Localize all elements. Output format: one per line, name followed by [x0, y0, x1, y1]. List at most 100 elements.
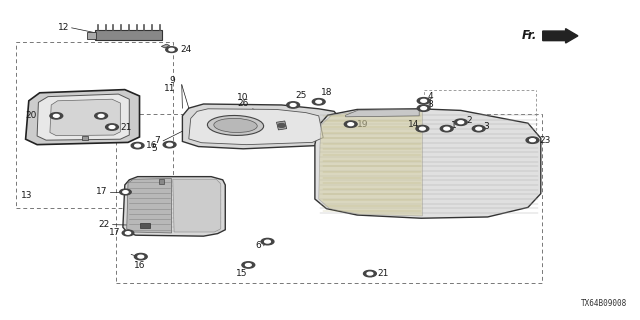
Circle shape [265, 240, 270, 243]
Circle shape [421, 107, 427, 109]
Text: 15: 15 [236, 269, 248, 278]
Circle shape [367, 272, 372, 275]
Circle shape [348, 123, 354, 126]
Circle shape [50, 113, 63, 119]
Text: 17: 17 [109, 228, 120, 237]
Circle shape [166, 47, 177, 52]
Circle shape [109, 126, 115, 129]
Polygon shape [82, 136, 88, 140]
Circle shape [138, 255, 144, 258]
Circle shape [287, 102, 300, 108]
Text: 2: 2 [466, 116, 472, 124]
Circle shape [167, 143, 173, 146]
Circle shape [444, 127, 449, 130]
Polygon shape [37, 94, 129, 140]
Circle shape [261, 238, 274, 245]
Text: 5: 5 [151, 144, 157, 153]
Bar [87, 32, 96, 39]
Polygon shape [123, 177, 225, 236]
Circle shape [135, 144, 141, 147]
Text: 21: 21 [120, 123, 132, 132]
Text: 18: 18 [321, 88, 333, 97]
Text: 6: 6 [255, 241, 261, 250]
Text: 24: 24 [180, 45, 192, 54]
Circle shape [420, 127, 426, 130]
Circle shape [278, 124, 285, 127]
Circle shape [316, 100, 322, 103]
Circle shape [526, 137, 539, 143]
Text: 8: 8 [428, 100, 433, 109]
Circle shape [169, 48, 174, 51]
Text: 25: 25 [296, 92, 307, 100]
Circle shape [440, 125, 453, 132]
Circle shape [530, 139, 536, 141]
Circle shape [134, 253, 147, 260]
Text: 7: 7 [154, 136, 160, 145]
Text: 17: 17 [96, 188, 108, 196]
Circle shape [246, 264, 252, 266]
Text: 20: 20 [26, 111, 37, 120]
Polygon shape [319, 111, 422, 216]
Polygon shape [173, 179, 221, 232]
Text: 23: 23 [539, 136, 550, 145]
Bar [140, 223, 150, 228]
Text: 1: 1 [451, 121, 457, 130]
Circle shape [131, 142, 144, 149]
Circle shape [421, 99, 427, 102]
Text: 21: 21 [109, 111, 120, 120]
Text: 11: 11 [164, 84, 175, 93]
Ellipse shape [207, 116, 264, 135]
Polygon shape [159, 179, 164, 184]
Text: 14: 14 [408, 120, 419, 129]
Bar [116, 114, 542, 283]
Text: 13: 13 [21, 191, 33, 200]
Circle shape [123, 191, 128, 193]
Circle shape [417, 98, 430, 104]
Text: 9: 9 [170, 76, 175, 85]
Polygon shape [26, 90, 140, 145]
Polygon shape [127, 179, 172, 233]
Text: 12: 12 [58, 23, 69, 32]
Circle shape [163, 141, 176, 148]
Circle shape [53, 115, 59, 117]
Circle shape [99, 115, 104, 117]
Text: 16: 16 [134, 261, 145, 270]
Polygon shape [189, 109, 323, 145]
Bar [95, 30, 162, 40]
Circle shape [106, 124, 118, 130]
Circle shape [417, 105, 430, 111]
Polygon shape [315, 109, 541, 218]
Circle shape [125, 232, 131, 234]
Circle shape [312, 99, 325, 105]
Polygon shape [543, 29, 578, 43]
Circle shape [122, 230, 134, 236]
Text: 26: 26 [237, 99, 249, 108]
Circle shape [416, 125, 429, 132]
Circle shape [364, 270, 376, 277]
Circle shape [476, 127, 482, 130]
Ellipse shape [214, 118, 257, 132]
Circle shape [95, 113, 108, 119]
Text: 19: 19 [357, 120, 369, 129]
Text: Fr.: Fr. [522, 29, 538, 42]
Circle shape [344, 121, 357, 127]
Polygon shape [346, 109, 419, 117]
Bar [16, 42, 173, 208]
Text: 4: 4 [428, 92, 433, 100]
Polygon shape [182, 104, 338, 149]
Polygon shape [276, 121, 287, 130]
Text: 21: 21 [378, 269, 389, 278]
Text: 16: 16 [146, 141, 157, 150]
Text: 10: 10 [237, 93, 249, 102]
Circle shape [120, 189, 131, 195]
Text: TX64B09008: TX64B09008 [581, 299, 627, 308]
Text: 3: 3 [483, 122, 489, 131]
Circle shape [291, 104, 296, 106]
Circle shape [472, 125, 485, 132]
Circle shape [242, 262, 255, 268]
Polygon shape [50, 99, 120, 136]
Polygon shape [161, 44, 170, 48]
Circle shape [458, 121, 463, 124]
Circle shape [454, 119, 467, 125]
Text: 22: 22 [99, 220, 110, 229]
